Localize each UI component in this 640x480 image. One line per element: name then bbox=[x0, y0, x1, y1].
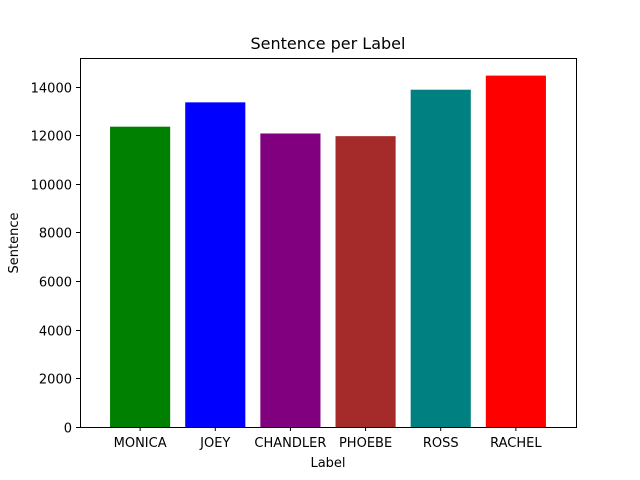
y-tick-label: 0 bbox=[64, 422, 72, 437]
x-tick-label: CHANDLER bbox=[254, 436, 326, 451]
y-tick-label: 12000 bbox=[31, 130, 72, 145]
bar-chandler bbox=[260, 133, 321, 428]
y-tick-label: 8000 bbox=[39, 227, 72, 242]
x-axis-title: Label bbox=[310, 456, 345, 471]
x-tick-label: JOEY bbox=[199, 436, 230, 451]
chart-title: Sentence per Label bbox=[251, 34, 406, 53]
x-tick-label: MONICA bbox=[114, 436, 167, 451]
bar-phoebe bbox=[335, 136, 396, 427]
plot-frame bbox=[80, 58, 577, 428]
y-tick-label: 6000 bbox=[39, 276, 72, 291]
bar-ross bbox=[410, 89, 471, 427]
y-tick-label: 10000 bbox=[31, 179, 72, 194]
bar-monica bbox=[110, 126, 171, 428]
y-tick-label: 14000 bbox=[31, 82, 72, 97]
y-tick-label: 2000 bbox=[39, 373, 72, 388]
bar-joey bbox=[185, 102, 246, 428]
x-tick-label: PHOEBE bbox=[339, 436, 392, 451]
plot-area: MONICA JOEY CHANDLER PHOEBE ROSS RACHEL 0 2000 4… bbox=[31, 75, 546, 451]
y-axis-title: Sentence bbox=[7, 213, 22, 274]
x-tick-label: RACHEL bbox=[490, 436, 542, 451]
bar-rachel bbox=[485, 75, 546, 427]
x-tick-label: ROSS bbox=[423, 436, 459, 451]
y-tick-label: 4000 bbox=[39, 325, 72, 340]
